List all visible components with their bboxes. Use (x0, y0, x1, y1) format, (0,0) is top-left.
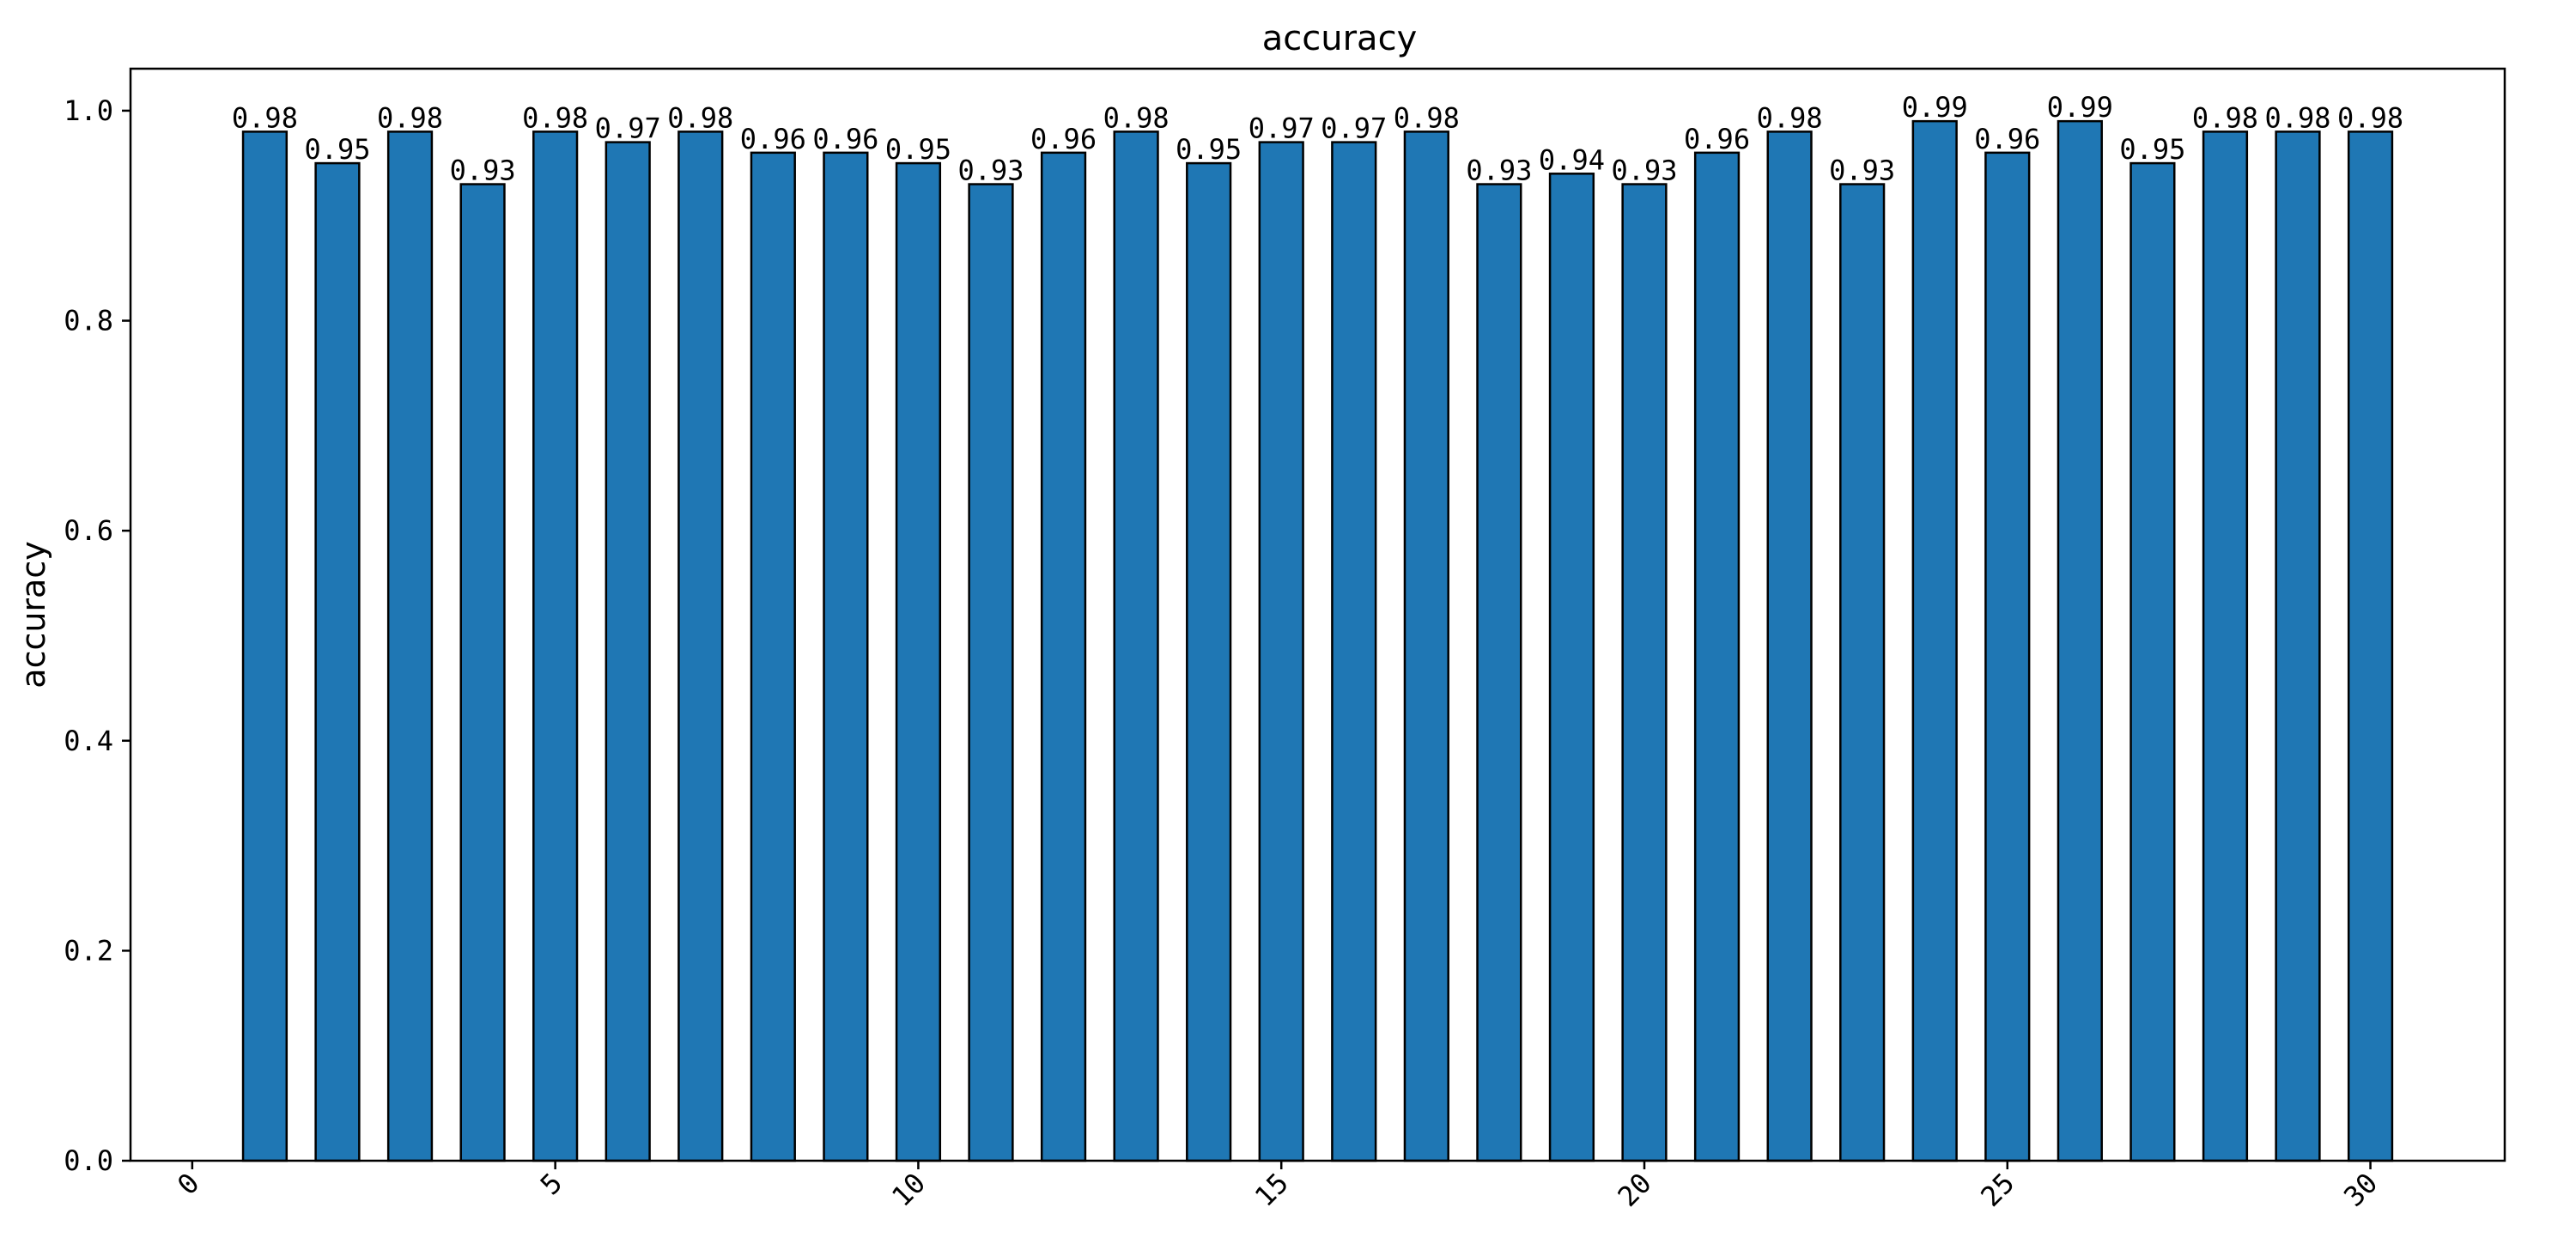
data-label-23: 0.93 (1829, 155, 1895, 187)
data-label-20: 0.93 (1611, 155, 1677, 187)
bar-3 (386, 130, 434, 1162)
data-label-27: 0.95 (2119, 133, 2185, 166)
y-tick-label: 1.0 (64, 94, 113, 127)
x-axis: 0 5 10 15 20 25 30 (171, 1161, 2384, 1213)
y-tick-label: 0.8 (64, 305, 113, 337)
x-tick-label: 10 (885, 1167, 932, 1213)
data-label-18: 0.93 (1466, 155, 1532, 187)
bar-15 (1258, 141, 1304, 1162)
data-label-26: 0.99 (2047, 91, 2113, 124)
data-label-22: 0.98 (1757, 101, 1823, 134)
data-label-12: 0.96 (1030, 123, 1097, 155)
data-label-19: 0.94 (1539, 143, 1605, 176)
bar-8 (750, 151, 796, 1162)
data-label-29: 0.98 (2264, 101, 2330, 134)
y-tick-label: 0.6 (64, 514, 113, 547)
bar-11 (968, 183, 1014, 1162)
bar-25 (1984, 151, 2031, 1162)
bar-5 (532, 130, 579, 1162)
x-tick-label: 25 (1974, 1167, 2020, 1213)
bar-23 (1839, 183, 1886, 1162)
y-tick-label: 0.4 (64, 725, 113, 757)
bar-26 (2057, 119, 2103, 1162)
data-label-1: 0.98 (232, 101, 298, 134)
bar-13 (1113, 130, 1159, 1162)
data-label-21: 0.96 (1684, 123, 1750, 155)
bar-19 (1548, 173, 1595, 1162)
bar-1 (241, 130, 289, 1162)
bar-30 (2347, 130, 2394, 1162)
bar-22 (1766, 130, 1813, 1162)
data-label-13: 0.98 (1103, 101, 1170, 134)
bar-27 (2129, 161, 2176, 1162)
data-label-24: 0.99 (1902, 91, 1968, 124)
data-label-25: 0.96 (1974, 123, 2040, 155)
bar-28 (2202, 130, 2249, 1162)
data-label-10: 0.95 (885, 133, 951, 166)
bar-12 (1040, 151, 1087, 1162)
bar-6 (605, 141, 651, 1162)
bars-group (241, 119, 2394, 1162)
bar-29 (2275, 130, 2321, 1162)
data-label-15: 0.97 (1249, 112, 1315, 145)
bar-10 (895, 161, 942, 1162)
bar-16 (1331, 141, 1377, 1162)
data-label-6: 0.97 (595, 112, 661, 145)
data-label-4: 0.93 (450, 155, 516, 187)
data-label-28: 0.98 (2192, 101, 2258, 134)
data-label-11: 0.93 (957, 155, 1024, 187)
bar-9 (823, 151, 869, 1162)
data-label-17: 0.98 (1394, 101, 1460, 134)
bar-7 (677, 130, 724, 1162)
data-label-8: 0.96 (740, 123, 806, 155)
bar-4 (459, 183, 506, 1162)
bar-24 (1911, 119, 1958, 1162)
x-tick-label: 5 (534, 1167, 568, 1201)
bar-14 (1186, 161, 1232, 1162)
data-label-30: 0.98 (2337, 101, 2403, 134)
x-tick-label: 0 (171, 1167, 205, 1201)
data-label-5: 0.98 (522, 101, 588, 134)
bar-20 (1621, 183, 1668, 1162)
x-tick-label: 15 (1249, 1167, 1295, 1213)
bar-21 (1693, 151, 1741, 1162)
data-label-9: 0.96 (812, 123, 878, 155)
data-label-14: 0.95 (1176, 133, 1242, 166)
data-label-16: 0.97 (1321, 112, 1387, 145)
x-tick-label: 20 (1612, 1167, 1658, 1213)
data-labels-group: 0.980.950.980.930.98 0.97 0.980.96 0.96 0.95… (232, 91, 2403, 186)
data-label-3: 0.98 (377, 101, 443, 134)
chart-title: accuracy (1262, 19, 1417, 58)
bar-2 (314, 161, 361, 1162)
data-label-7: 0.98 (667, 101, 733, 134)
bar-17 (1403, 130, 1449, 1162)
bar-18 (1476, 183, 1522, 1162)
data-label-2: 0.95 (304, 133, 370, 166)
y-tick-label: 0.0 (64, 1144, 113, 1177)
y-axis: 0.0 0.2 0.4 0.6 0.8 1.0 (64, 94, 131, 1177)
plot-frame (129, 67, 2506, 1162)
y-tick-label: 0.2 (64, 934, 113, 967)
y-axis-label: accuracy (15, 541, 52, 688)
x-tick-label: 30 (2337, 1167, 2384, 1213)
